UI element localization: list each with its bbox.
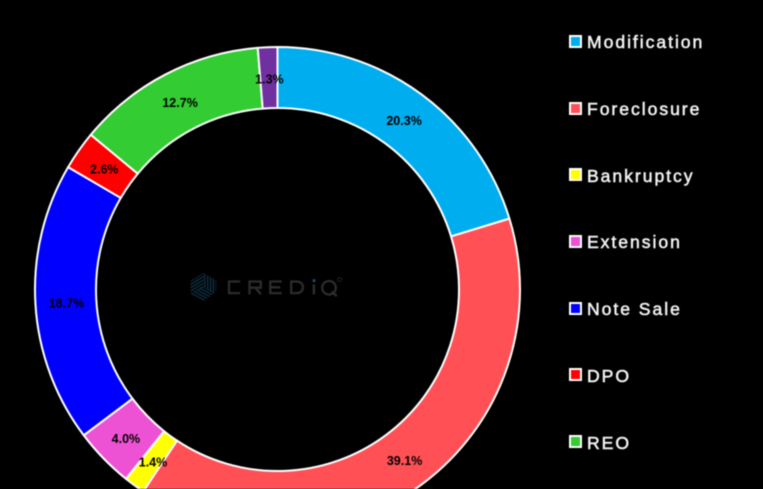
svg-text:12.7%: 12.7%	[162, 96, 197, 110]
svg-text:4.0%: 4.0%	[112, 432, 141, 446]
svg-text:20.3%: 20.3%	[386, 114, 421, 128]
svg-text:2.6%: 2.6%	[90, 163, 119, 177]
svg-text:1.3%: 1.3%	[255, 72, 284, 86]
svg-text:1.4%: 1.4%	[139, 455, 168, 469]
svg-text:18.7%: 18.7%	[49, 297, 84, 311]
svg-text:39.1%: 39.1%	[387, 454, 422, 468]
